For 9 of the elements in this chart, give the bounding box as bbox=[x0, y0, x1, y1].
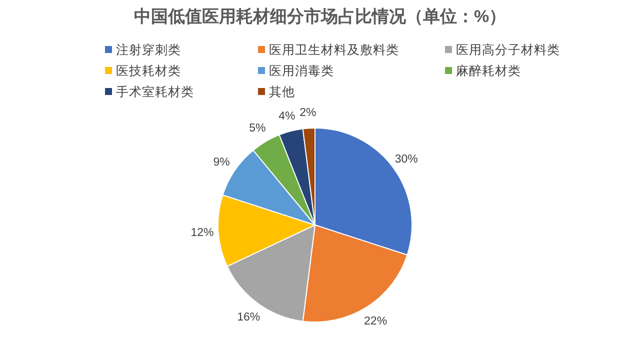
legend-label: 医技耗材类 bbox=[116, 64, 181, 78]
legend-label: 注射穿刺类 bbox=[116, 43, 181, 57]
title: 中国低值医用耗材细分市场占比情况（单位：%） bbox=[134, 7, 506, 26]
legend-label: 手术室耗材类 bbox=[116, 84, 194, 99]
legend-label: 医用高分子材料类 bbox=[456, 42, 560, 57]
legend-label: 医用卫生材料及敷料类 bbox=[269, 43, 399, 57]
legend-label: 医用消毒类 bbox=[269, 64, 334, 78]
legend-label: 其他 bbox=[269, 85, 295, 99]
legend-label: 麻醉耗材类 bbox=[456, 64, 521, 78]
